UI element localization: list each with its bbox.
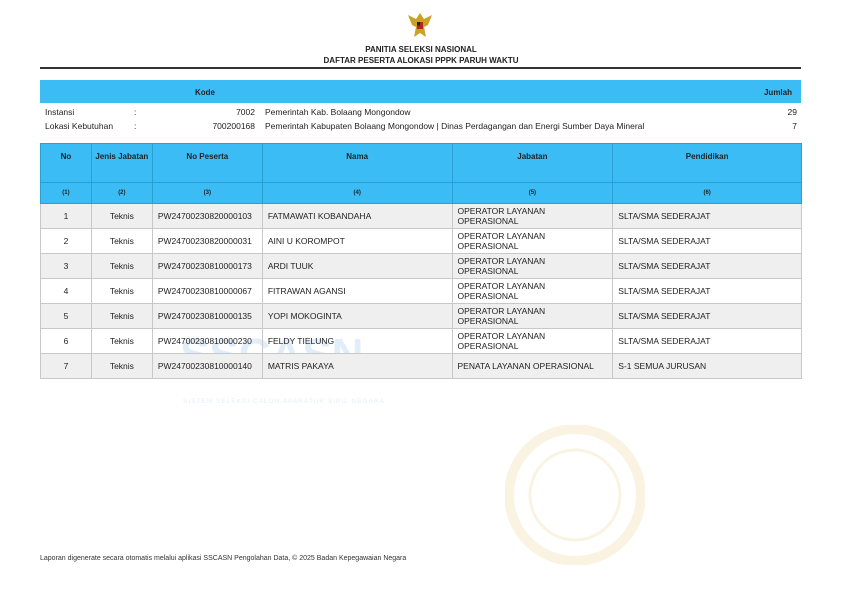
cell-no-peserta: PW24700230810000135 (151, 303, 263, 329)
footer-note: Laporan digenerate secara otomatis melal… (40, 555, 407, 562)
cell-jabatan: OPERATOR LAYANAN OPERASIONAL (451, 228, 614, 254)
table-row: 7 Teknis PW24700230810000140 MATRIS PAKAYA P… (40, 353, 802, 379)
cell-jenis-jabatan: Teknis (90, 203, 153, 229)
cell-jenis-jabatan: Teknis (90, 253, 153, 279)
cell-jabatan: OPERATOR LAYANAN OPERASIONAL (451, 278, 614, 304)
cell-nama: FITRAWAN AGANSI (261, 278, 453, 304)
report-subtitle: DAFTAR PESERTA ALOKASI PPPK PARUH WAKTU (323, 56, 519, 65)
table-row: 3 Teknis PW24700230810000173 ARDI TUUK OPERA… (40, 253, 802, 279)
kode-label: Kode (195, 88, 215, 97)
summary-label: Lokasi Kebutuhan (45, 121, 114, 131)
cell-jabatan: PENATA LAYANAN OPERASIONAL (451, 353, 614, 379)
table-row: 5 Teknis PW24700230810000135 YOPI MOKOGINTA… (40, 303, 802, 329)
cell-pendidikan: SLTA/SMA SEDERAJAT (612, 303, 802, 329)
col-no: No (40, 143, 92, 183)
garuda-emblem-icon (408, 13, 432, 37)
cell-no: 4 (40, 278, 92, 304)
col-jabatan: Jabatan (451, 143, 614, 183)
cell-no: 2 (40, 228, 92, 254)
table-row: 2 Teknis PW24700230820000031 AINI U KOROMPO… (40, 228, 802, 254)
col-num: (6) (612, 182, 802, 204)
cell-nama: ARDI TUUK (261, 253, 453, 279)
cell-nama: AINI U KOROMPOT (261, 228, 453, 254)
table-row: 6 Teknis PW24700230810000230 FELDY TIELUNG O… (40, 328, 802, 354)
jumlah-label: Jumlah (763, 88, 792, 97)
table-header-row: No Jenis Jabatan No Peserta Nama Jabatan… (40, 143, 802, 183)
summary-row-instansi: Instansi : 7002 Pemerintah Kab. Bolaang … (40, 107, 801, 119)
cell-nama: YOPI MOKOGINTA (261, 303, 453, 329)
cell-nama: FATMAWATI KOBANDAHA (261, 203, 453, 229)
summary-sep: : (134, 121, 137, 131)
col-num: (4) (261, 182, 453, 204)
summary-count: 7 (792, 121, 797, 131)
cell-jenis-jabatan: Teknis (90, 228, 153, 254)
cell-jabatan: OPERATOR LAYANAN OPERASIONAL (451, 328, 614, 354)
cell-pendidikan: SLTA/SMA SEDERAJAT (612, 203, 802, 229)
cell-nama: MATRIS PAKAYA (261, 353, 453, 379)
cell-pendidikan: SLTA/SMA SEDERAJAT (612, 328, 802, 354)
col-num: (1) (40, 182, 92, 204)
summary-code: 7002 (236, 107, 255, 117)
col-num: (3) (151, 182, 263, 204)
cell-jenis-jabatan: Teknis (90, 278, 153, 304)
summary-name: Pemerintah Kab. Bolaang Mongondow (265, 107, 411, 117)
sscasn-watermark-sub: SISTEM SELEKSI CALON APARATUR SIPIL NEGA… (183, 398, 385, 405)
summary-name: Pemerintah Kabupaten Bolaang Mongondow |… (265, 121, 645, 131)
cell-no: 6 (40, 328, 92, 354)
cell-jabatan: OPERATOR LAYANAN OPERASIONAL (451, 303, 614, 329)
col-no-peserta: No Peserta (151, 143, 263, 183)
cell-jenis-jabatan: Teknis (90, 353, 153, 379)
col-num: (5) (451, 182, 614, 204)
cat-bkn-seal-watermark (505, 425, 645, 565)
cell-pendidikan: SLTA/SMA SEDERAJAT (612, 228, 802, 254)
cell-jenis-jabatan: Teknis (90, 328, 153, 354)
col-jenis-jabatan: Jenis Jabatan (90, 143, 153, 183)
table-row: 1 Teknis PW24700230820000103 FATMAWATI KOBA… (40, 203, 802, 229)
column-number-row: (1) (2) (3) (4) (5) (6) (40, 182, 802, 204)
cell-jabatan: OPERATOR LAYANAN OPERASIONAL (451, 203, 614, 229)
cell-no: 1 (40, 203, 92, 229)
cell-no: 5 (40, 303, 92, 329)
cell-no-peserta: PW24700230820000103 (151, 203, 263, 229)
header-divider (40, 67, 801, 69)
cell-no: 7 (40, 353, 92, 379)
participants-table: No Jenis Jabatan No Peserta Nama Jabatan… (40, 143, 802, 379)
cell-no-peserta: PW24700230810000173 (151, 253, 263, 279)
cell-no: 3 (40, 253, 92, 279)
cell-pendidikan: SLTA/SMA SEDERAJAT (612, 278, 802, 304)
summary-label: Instansi (45, 107, 75, 117)
summary-sep: : (134, 107, 137, 117)
cell-no-peserta: PW24700230810000230 (151, 328, 263, 354)
cell-jabatan: OPERATOR LAYANAN OPERASIONAL (451, 253, 614, 279)
col-pendidikan: Pendidikan (612, 143, 802, 183)
summary-header: Kode Jumlah (40, 80, 801, 103)
summary-code: 700200168 (212, 121, 255, 131)
cell-jenis-jabatan: Teknis (90, 303, 153, 329)
cell-no-peserta: PW24700230820000031 (151, 228, 263, 254)
summary-count: 29 (787, 107, 797, 117)
report-title: PANITIA SELEKSI NASIONAL (365, 45, 477, 54)
col-nama: Nama (261, 143, 453, 183)
cell-pendidikan: SLTA/SMA SEDERAJAT (612, 253, 802, 279)
cell-no-peserta: PW24700230810000140 (151, 353, 263, 379)
cell-pendidikan: S-1 SEMUA JURUSAN (612, 353, 802, 379)
summary-row-lokasi: Lokasi Kebutuhan : 700200168 Pemerintah … (40, 121, 801, 133)
cell-nama: FELDY TIELUNG (261, 328, 453, 354)
table-row: 4 Teknis PW24700230810000067 FITRAWAN AGANS… (40, 278, 802, 304)
cell-no-peserta: PW24700230810000067 (151, 278, 263, 304)
col-num: (2) (90, 182, 153, 204)
